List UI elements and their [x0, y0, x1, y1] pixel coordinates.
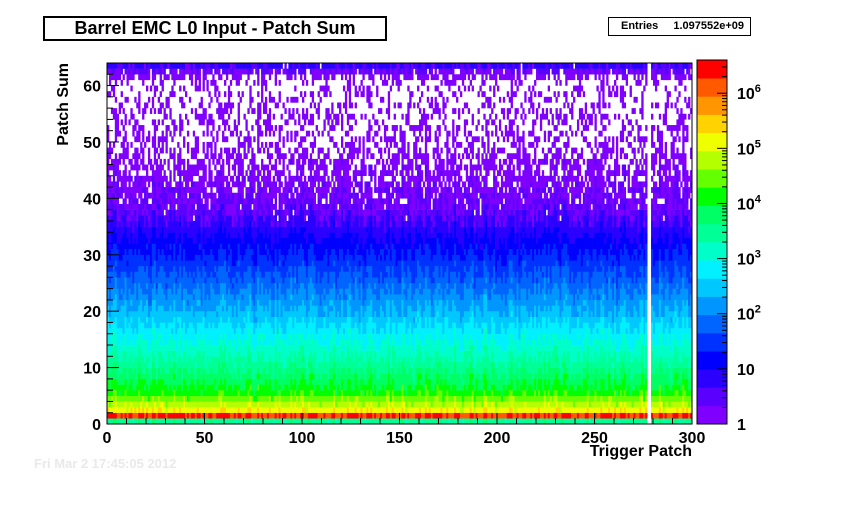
colorbar-tick-label: 102 [737, 304, 761, 324]
y-axis-label: Patch Sum [55, 63, 72, 146]
y-tick-label: 10 [83, 361, 101, 378]
color-scale: 1 10 102 103 104 105 106 [696, 59, 762, 434]
colorbar-tick-label: 104 [737, 193, 762, 213]
y-tick-label: 20 [83, 304, 101, 321]
stats-entries-label: Entries [621, 20, 659, 32]
stats-box: Entries 1.097552e+09 [608, 17, 751, 36]
y-tick-label: 0 [92, 417, 101, 434]
colorbar-tick-label: 105 [737, 138, 761, 158]
colorbar-tick-label: 1 [737, 417, 746, 434]
y-tick-label: 40 [83, 191, 101, 208]
colorbar-tick-label: 10 [737, 362, 755, 379]
x-tick-label: 200 [484, 430, 511, 447]
x-tick-label: 300 [679, 430, 706, 447]
chart-title: Barrel EMC L0 Input - Patch Sum [43, 16, 387, 41]
timestamp-footer: Fri Mar 2 17:45:05 2012 [34, 456, 177, 471]
colorbar-tick-label: 103 [737, 249, 761, 269]
colorbar-tick-label: 106 [737, 83, 761, 103]
stats-entries-value: 1.097552e+09 [673, 20, 744, 32]
y-tick-label: 60 [83, 79, 101, 96]
heatmap-cells [107, 63, 693, 425]
x-tick-label: 250 [581, 430, 608, 447]
x-tick-label: 100 [289, 430, 316, 447]
x-tick-label: 50 [196, 430, 214, 447]
x-axis-label: Trigger Patch [590, 443, 692, 460]
x-tick-label: 150 [386, 430, 413, 447]
x-tick-label: 0 [103, 430, 112, 447]
y-axis: 0 10 20 30 40 50 60 Patch Sum [55, 62, 119, 434]
y-tick-label: 30 [83, 248, 101, 265]
y-tick-label: 50 [83, 135, 101, 152]
